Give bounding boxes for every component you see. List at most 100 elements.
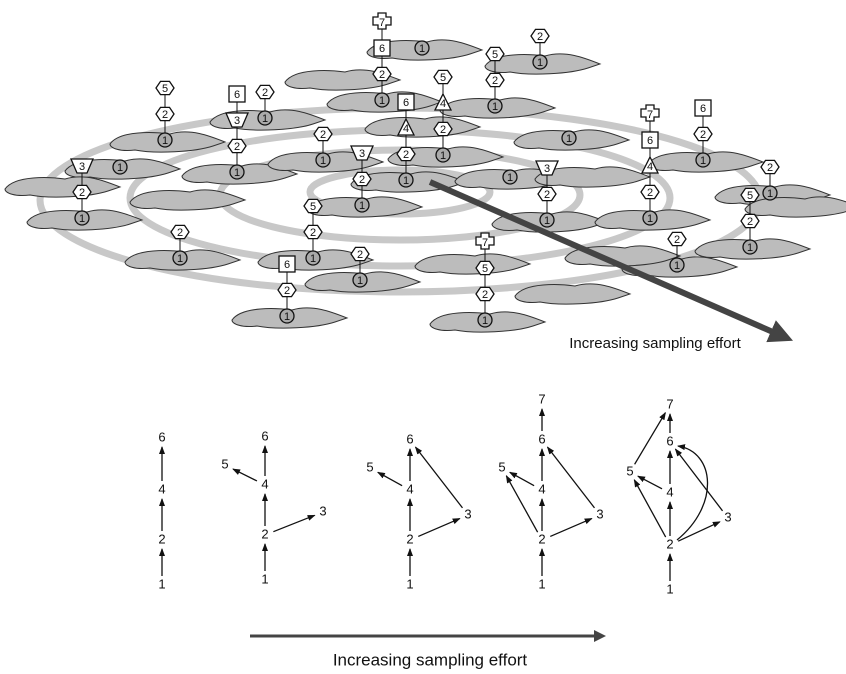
graph-node-label: 1 (538, 576, 545, 591)
node-label: 4 (440, 98, 446, 110)
node-label: 1 (162, 135, 168, 147)
node-label: 2 (262, 87, 268, 99)
edge (416, 447, 463, 508)
edge (378, 472, 402, 485)
node-label: 5 (482, 263, 488, 275)
node-label: 6 (700, 103, 706, 115)
node-label: 2 (647, 187, 653, 199)
graph-node-label: 7 (666, 396, 673, 411)
node-label: 2 (674, 234, 680, 246)
graph-node-label: 3 (319, 503, 326, 518)
stack: 125 (741, 188, 759, 254)
stack: 12 (256, 85, 274, 125)
graph-node-label: 2 (261, 526, 268, 541)
stack: 1 (415, 41, 429, 55)
node-label: 2 (537, 31, 543, 43)
node-label: 6 (379, 43, 385, 55)
stack: 125 (486, 47, 504, 113)
node-label: 1 (566, 133, 572, 145)
node-label: 1 (700, 155, 706, 167)
node-label: 1 (234, 167, 240, 179)
node-label: 6 (234, 89, 240, 101)
node-label: 1 (79, 213, 85, 225)
node-label: 1 (403, 175, 409, 187)
node-label: 2 (177, 227, 183, 239)
graph-node-label: 4 (158, 481, 165, 496)
edge (273, 515, 314, 531)
node-label: 3 (544, 163, 550, 175)
stack: 12 (761, 160, 779, 200)
graph-node-label: 2 (666, 536, 673, 551)
node-label: 2 (379, 69, 385, 81)
diagram: 1251236121267112512124512461211231212312… (0, 0, 846, 674)
node-label: 1 (320, 155, 326, 167)
node-label: 4 (647, 161, 653, 173)
graph-node-label: 2 (158, 531, 165, 546)
graph-node-label: 4 (261, 476, 268, 491)
node-label: 1 (117, 162, 123, 174)
node-label: 6 (403, 97, 409, 109)
node-label: 1 (419, 43, 425, 55)
node-label: 5 (162, 83, 168, 95)
node-label: 1 (537, 57, 543, 69)
node-label: 2 (403, 149, 409, 161)
node-label: 2 (482, 289, 488, 301)
node-label: 1 (379, 95, 385, 107)
node-label: 2 (747, 216, 753, 228)
node-label: 2 (320, 129, 326, 141)
node-label: 1 (647, 213, 653, 225)
graph-node-label: 4 (666, 484, 673, 499)
bottom-arrow-label: Increasing sampling effort (333, 650, 528, 669)
island (515, 284, 630, 304)
node-label: 7 (379, 17, 385, 29)
graph-node-label: 6 (666, 433, 673, 448)
node-label: 5 (440, 72, 446, 84)
node-label: 2 (310, 227, 316, 239)
edge (678, 522, 720, 541)
graph-node-label: 6 (261, 428, 268, 443)
graph-node-label: 2 (406, 531, 413, 546)
node-label: 1 (284, 311, 290, 323)
graph: 1 2 3 4 5 6 7 (498, 391, 603, 591)
stack: 1 (503, 170, 517, 184)
stack: 12 (171, 225, 189, 265)
node-label: 4 (403, 123, 409, 135)
node-label: 1 (544, 215, 550, 227)
graph-node-label: 3 (596, 506, 603, 521)
graph-node-label: 5 (221, 456, 228, 471)
stack: 125 (156, 81, 174, 147)
node-label: 1 (440, 150, 446, 162)
edge (233, 469, 257, 481)
graph-node-label: 3 (464, 506, 471, 521)
graph: 1234567 (626, 396, 731, 596)
node-label: 1 (674, 260, 680, 272)
node-label: 1 (492, 101, 498, 113)
stack: 12 (314, 127, 332, 167)
graph-node-label: 7 (538, 391, 545, 406)
node-label: 2 (357, 249, 363, 261)
node-label: 1 (482, 315, 488, 327)
node-label: 1 (359, 200, 365, 212)
graph-node-label: 6 (158, 429, 165, 444)
node-label: 1 (767, 188, 773, 200)
graph-node-label: 6 (538, 431, 545, 446)
edge (510, 472, 534, 485)
graph-node-label: 4 (538, 481, 545, 496)
stack: 12 (531, 29, 549, 69)
island (745, 197, 846, 217)
node-label: 2 (359, 174, 365, 186)
graph-node-label: 5 (626, 463, 633, 478)
graph-node-label: 2 (538, 531, 545, 546)
node-label: 6 (647, 135, 653, 147)
node-label: 7 (482, 237, 488, 249)
graph-node-label: 6 (406, 431, 413, 446)
node-label: 1 (310, 253, 316, 265)
edge (548, 447, 595, 508)
graph-node-label: 5 (498, 459, 505, 474)
node-label: 3 (359, 148, 365, 160)
node-label: 2 (492, 75, 498, 87)
node-label: 7 (647, 109, 653, 121)
